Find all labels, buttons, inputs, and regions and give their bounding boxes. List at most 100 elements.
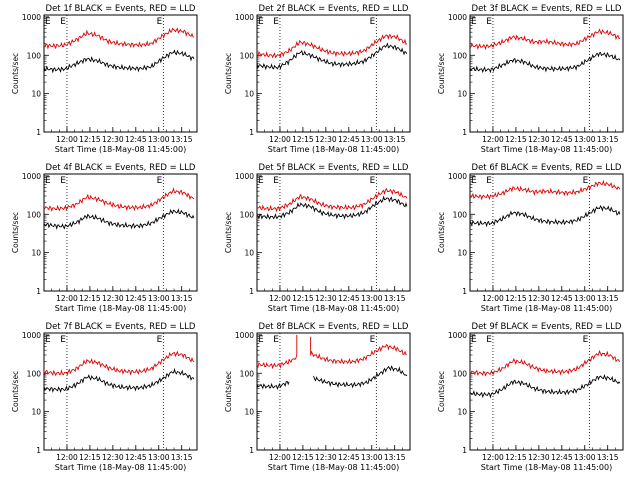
- x-axis-label: Start Time (18-May-08 11:45:00): [55, 463, 186, 472]
- series-lld-line: [43, 187, 195, 212]
- marker-label: E: [370, 17, 376, 27]
- y-tick-label: 10: [31, 90, 41, 99]
- detector-panel-6: Det 6f BLACK = Events, RED = LLD 1 10 100 10…: [437, 163, 624, 313]
- series-events-line: [256, 195, 408, 220]
- detector-panel-7: Det 7f BLACK = Events, RED = LLD 1 10 100 10…: [11, 322, 198, 472]
- series-events-line: [469, 374, 621, 399]
- series-events-line: [256, 42, 408, 71]
- x-tick-label: 13:15: [171, 453, 193, 462]
- detector-panel-1: Det 1f BLACK = Events, RED = LLD 1 10 100 10…: [11, 4, 198, 154]
- x-tick-label: 12:45: [551, 294, 573, 303]
- y-axis-label: Counts/sec: [437, 371, 446, 412]
- x-axis-label: Start Time (18-May-08 11:45:00): [481, 304, 612, 313]
- x-tick-label: 12:15: [79, 135, 101, 144]
- y-axis-label: Counts/sec: [11, 212, 20, 253]
- panel-title: Det 3f BLACK = Events, RED = LLD: [472, 4, 622, 14]
- y-tick-label: 100: [240, 369, 255, 378]
- x-tick-label: 12:30: [528, 135, 550, 144]
- y-tick-label: 100: [240, 210, 255, 219]
- x-tick-label: 12:45: [125, 135, 147, 144]
- marker-label: E: [258, 335, 264, 345]
- x-tick-label: 12:00: [482, 294, 504, 303]
- x-axis-label: Start Time (18-May-08 11:45:00): [481, 145, 612, 154]
- detector-panel-9: Det 9f BLACK = Events, RED = LLD 1 10 100 10…: [437, 322, 624, 472]
- x-tick-label: 12:45: [551, 453, 573, 462]
- x-tick-label: 12:30: [102, 135, 124, 144]
- series-events-line: [469, 204, 621, 228]
- series-events-line: [469, 51, 621, 74]
- y-tick-label: 10: [31, 249, 41, 258]
- x-tick-label: 12:00: [482, 135, 504, 144]
- x-axis-label: Start Time (18-May-08 11:45:00): [481, 463, 612, 472]
- panel-title: Det 7f BLACK = Events, RED = LLD: [46, 322, 196, 332]
- x-tick-label: 12:30: [102, 294, 124, 303]
- y-axis-label: Counts/sec: [224, 371, 233, 412]
- detector-panel-2: Det 2f BLACK = Events, RED = LLD 1 10 100 10…: [224, 4, 411, 154]
- marker-label: E: [60, 176, 66, 186]
- x-tick-label: 12:00: [269, 453, 291, 462]
- y-tick-label: 10: [244, 408, 254, 417]
- marker-label: E: [60, 17, 66, 27]
- series-events-line: [43, 208, 195, 231]
- detector-panel-4: Det 4f BLACK = Events, RED = LLD 1 10 100 10…: [11, 163, 198, 313]
- x-tick-label: 13:15: [597, 453, 619, 462]
- panel-title: Det 1f BLACK = Events, RED = LLD: [46, 4, 196, 14]
- x-axis-label: Start Time (18-May-08 11:45:00): [55, 145, 186, 154]
- x-axis-label: Start Time (18-May-08 11:45:00): [268, 145, 399, 154]
- x-tick-label: 12:15: [505, 294, 527, 303]
- x-tick-label: 13:15: [384, 294, 406, 303]
- panel-title: Det 2f BLACK = Events, RED = LLD: [259, 4, 409, 14]
- y-tick-label: 1000: [235, 13, 254, 22]
- x-tick-label: 12:00: [482, 453, 504, 462]
- series-lld-line: [43, 350, 195, 377]
- y-tick-label: 10: [457, 90, 467, 99]
- y-axis-label: Counts/sec: [224, 212, 233, 253]
- x-axis-label: Start Time (18-May-08 11:45:00): [268, 304, 399, 313]
- x-tick-label: 12:45: [551, 135, 573, 144]
- marker-label: E: [486, 176, 492, 186]
- x-tick-label: 13:00: [361, 135, 383, 144]
- y-axis-label: Counts/sec: [11, 371, 20, 412]
- marker-label: E: [583, 176, 589, 186]
- series-lld-line: [256, 334, 408, 370]
- y-tick-label: 10: [457, 249, 467, 258]
- y-tick-label: 100: [453, 210, 468, 219]
- y-tick-label: 1000: [448, 172, 467, 181]
- series-lld-line: [469, 349, 621, 377]
- x-tick-label: 12:00: [269, 135, 291, 144]
- detector-panel-5: Det 5f BLACK = Events, RED = LLD 1 10 100 10…: [224, 163, 411, 313]
- detector-panel-3: Det 3f BLACK = Events, RED = LLD 1 10 100 10…: [437, 4, 624, 154]
- x-tick-label: 13:15: [597, 294, 619, 303]
- series-lld-line: [469, 179, 621, 201]
- y-tick-label: 10: [31, 408, 41, 417]
- x-axis-label: Start Time (18-May-08 11:45:00): [55, 304, 186, 313]
- y-axis-label: Counts/sec: [224, 53, 233, 94]
- y-tick-label: 1: [462, 128, 467, 137]
- y-tick-label: 10: [244, 90, 254, 99]
- x-tick-label: 12:00: [269, 294, 291, 303]
- x-tick-label: 13:00: [148, 453, 170, 462]
- x-tick-label: 13:00: [361, 453, 383, 462]
- y-tick-label: 100: [27, 369, 42, 378]
- y-tick-label: 1: [249, 446, 254, 455]
- x-tick-label: 12:30: [102, 453, 124, 462]
- marker-label: E: [370, 335, 376, 345]
- x-tick-label: 13:15: [597, 135, 619, 144]
- series-lld-line: [43, 27, 194, 50]
- x-tick-label: 12:30: [528, 453, 550, 462]
- marker-label: E: [370, 176, 376, 186]
- y-tick-label: 10: [457, 408, 467, 417]
- y-tick-label: 1000: [235, 331, 254, 340]
- y-tick-label: 10: [244, 249, 254, 258]
- panel-title: Det 6f BLACK = Events, RED = LLD: [472, 163, 622, 173]
- y-tick-label: 1: [36, 287, 41, 296]
- marker-label: E: [157, 335, 163, 345]
- y-tick-label: 100: [27, 51, 42, 60]
- x-tick-label: 13:00: [574, 294, 596, 303]
- detector-panel-8: Det 8f BLACK = Events, RED = LLD 1 10 100 10…: [224, 322, 411, 472]
- marker-label: E: [258, 17, 264, 27]
- x-tick-label: 12:30: [315, 294, 337, 303]
- x-tick-label: 12:45: [125, 453, 147, 462]
- y-tick-label: 100: [27, 210, 42, 219]
